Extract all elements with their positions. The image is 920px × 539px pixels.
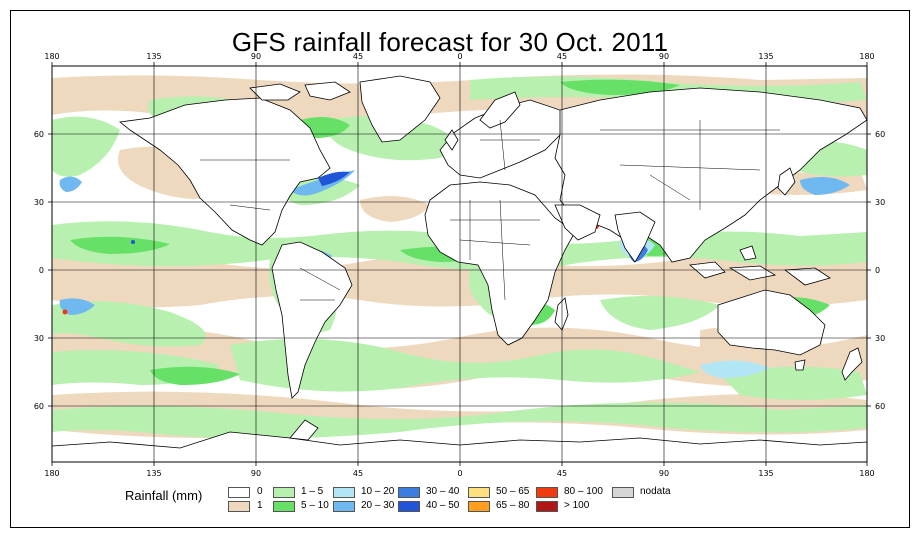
lon-label: 135	[758, 469, 773, 478]
legend-swatch-0	[228, 487, 250, 498]
legend-label-4: 10 – 20	[361, 486, 395, 497]
legend-label-3: 5 – 10	[301, 500, 329, 511]
lat-label: 0	[875, 266, 880, 275]
lon-label: 45	[353, 52, 363, 61]
lon-labels-bottom: 180 135 90 45 0 45 90 135 180	[44, 469, 874, 478]
lon-label: 135	[146, 52, 161, 61]
legend-swatch-3	[273, 501, 295, 512]
lat-label: 30	[34, 334, 44, 343]
legend-swatch-1	[228, 501, 250, 512]
lon-label: 45	[353, 469, 363, 478]
lon-label: 180	[44, 469, 59, 478]
legend-title: Rainfall (mm)	[125, 488, 203, 503]
legend-swatch-9	[468, 501, 490, 512]
legend-label-9: 65 – 80	[496, 500, 530, 511]
lat-label: 30	[875, 198, 885, 207]
map-ticks	[48, 62, 871, 466]
lon-label: 90	[659, 469, 669, 478]
lon-label: 180	[859, 469, 874, 478]
lon-label: 135	[758, 52, 773, 61]
legend-swatch-12	[612, 487, 634, 498]
legend-label-8: 50 – 65	[496, 486, 530, 497]
lon-label: 45	[557, 469, 567, 478]
legend-label-1: 1	[257, 500, 263, 511]
legend-swatch-4	[333, 487, 355, 498]
lon-label: 135	[146, 469, 161, 478]
lon-label: 0	[457, 469, 462, 478]
legend-label-5: 20 – 30	[361, 500, 395, 511]
legend-swatch-8	[468, 487, 490, 498]
legend-label-2: 1 – 5	[301, 486, 324, 497]
map-title: GFS rainfall forecast for 30 Oct. 2011	[231, 27, 669, 57]
lon-labels-top: 180 135 90 45 0 45 90 135 180	[44, 52, 874, 61]
legend-label-12: nodata	[640, 486, 671, 497]
legend-label-10: 80 – 100	[564, 486, 603, 497]
legend-swatch-2	[273, 487, 295, 498]
country-borders	[200, 119, 780, 301]
lat-label: 0	[39, 266, 44, 275]
lat-label: 30	[875, 334, 885, 343]
continents	[52, 75, 867, 462]
lat-label: 60	[875, 130, 885, 139]
lat-label: 60	[875, 402, 885, 411]
lon-label: 45	[557, 52, 567, 61]
lat-label: 30	[34, 198, 44, 207]
legend-label-11: > 100	[564, 500, 590, 511]
legend-swatch-10	[536, 487, 558, 498]
legend-label-0: 0	[257, 486, 263, 497]
lon-label: 90	[659, 52, 669, 61]
lat-label: 60	[34, 130, 44, 139]
legend-swatch-5	[333, 501, 355, 512]
map-border	[51, 65, 868, 463]
lat-labels-left: 60 30 0 30 60	[34, 130, 44, 411]
lon-label: 180	[859, 52, 874, 61]
legend-label-6: 30 – 40	[426, 486, 460, 497]
legend-swatch-11	[536, 501, 558, 512]
lon-label: 0	[457, 52, 462, 61]
legend-swatch-6	[398, 487, 420, 498]
graticule	[52, 66, 867, 462]
legend-label-7: 40 – 50	[426, 500, 460, 511]
lon-label: 90	[251, 52, 261, 61]
lat-labels-right: 60 30 0 30 60	[875, 130, 885, 411]
legend-swatch-7	[398, 501, 420, 512]
lon-label: 90	[251, 469, 261, 478]
lon-label: 180	[44, 52, 59, 61]
lat-label: 60	[34, 402, 44, 411]
